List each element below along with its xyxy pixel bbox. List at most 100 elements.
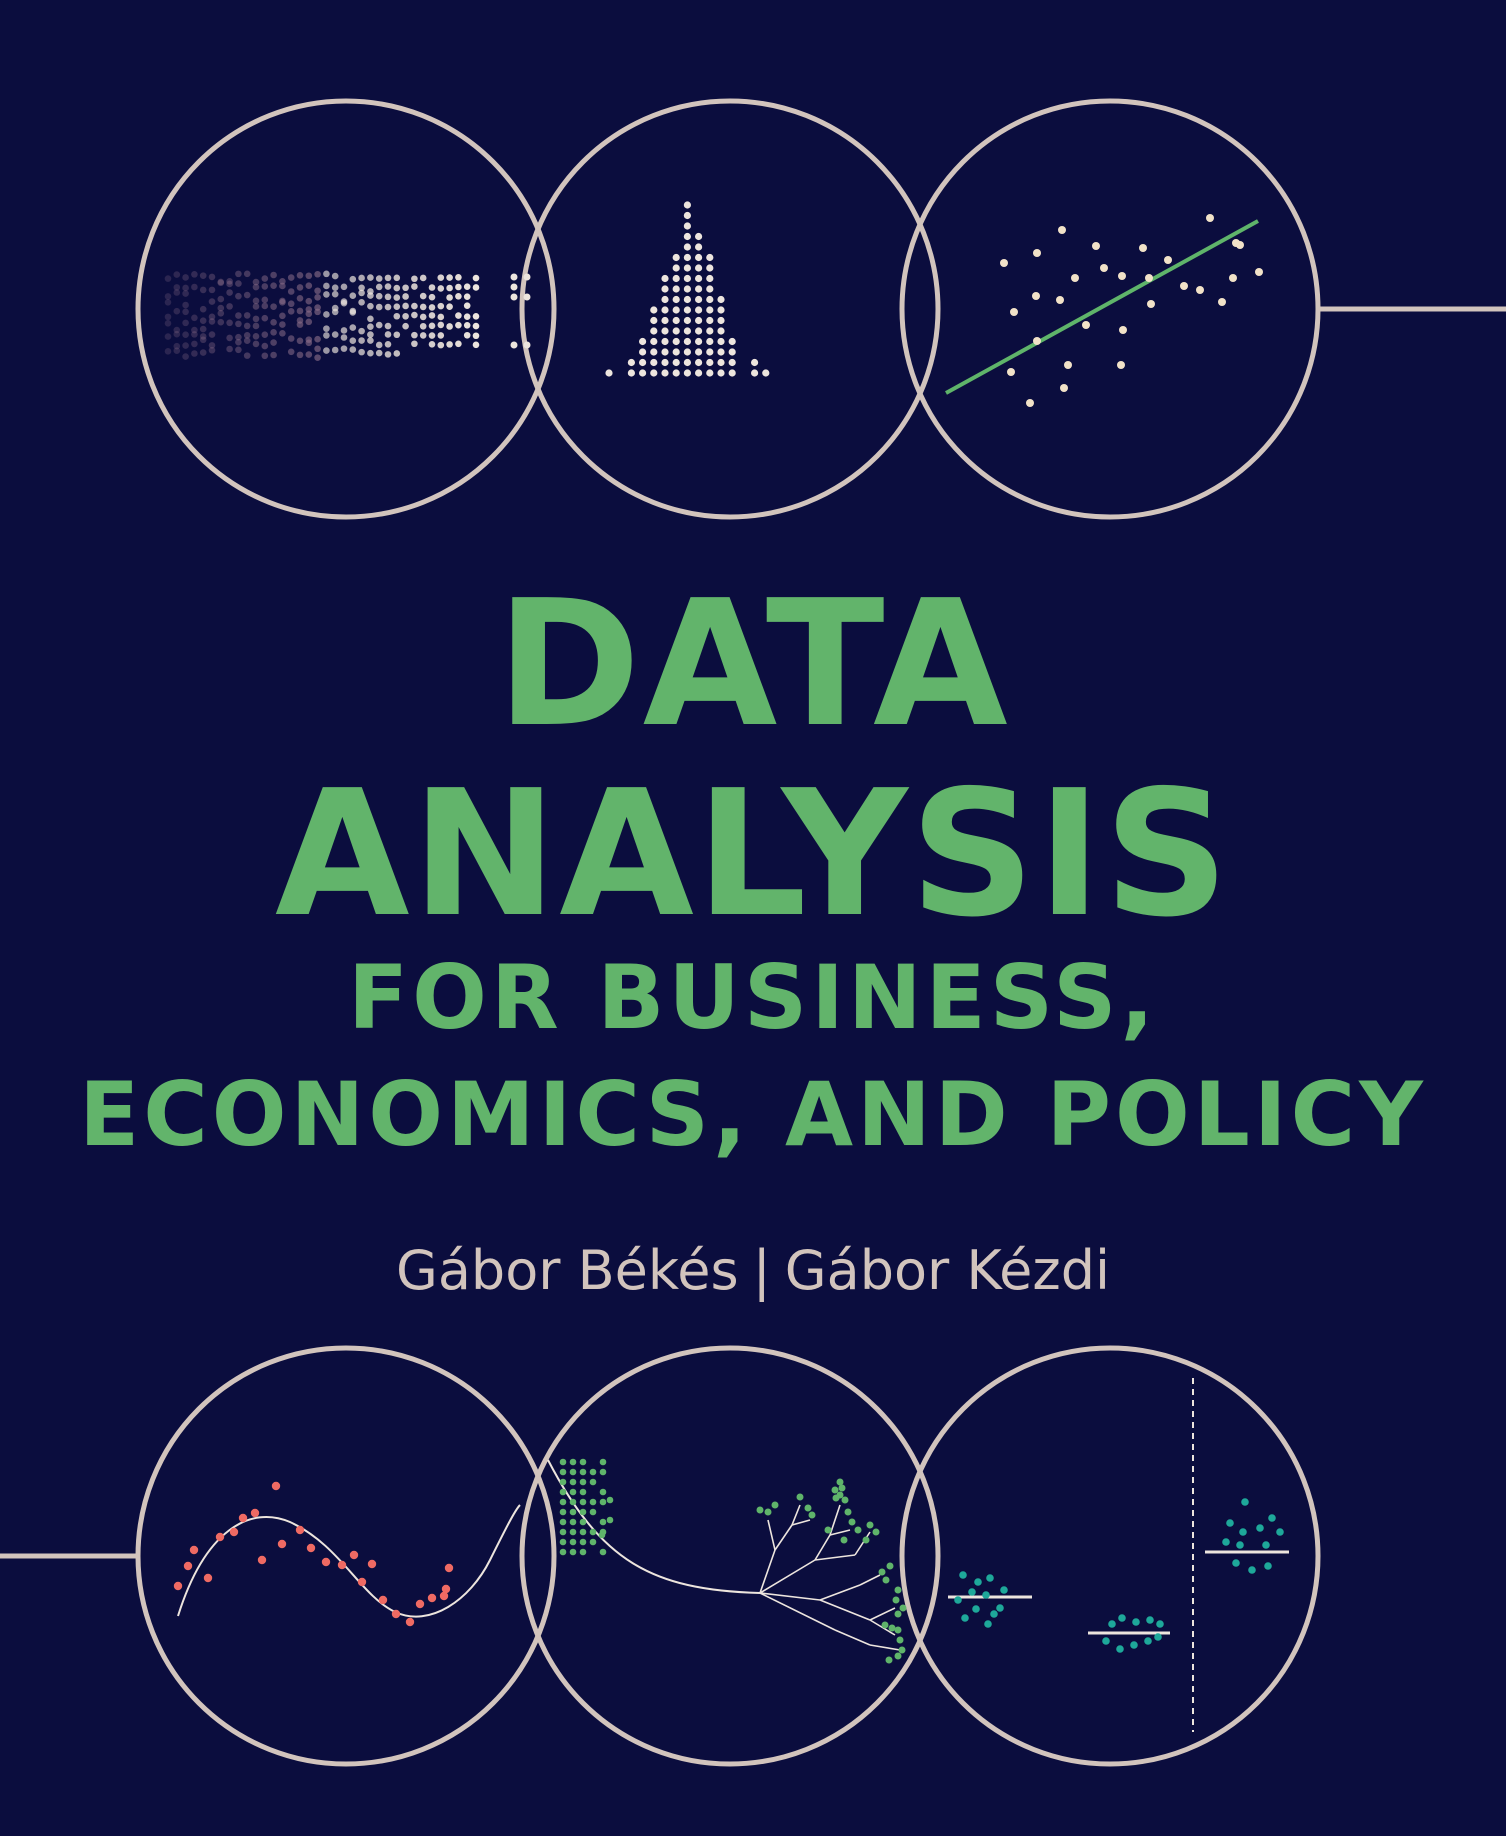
tree-branch bbox=[819, 1584, 861, 1601]
cloud-dot bbox=[243, 331, 251, 339]
tree-dot bbox=[599, 1548, 607, 1556]
cloud-dot bbox=[323, 291, 330, 298]
cloud-dot bbox=[428, 304, 436, 311]
histogram-dot bbox=[672, 285, 680, 293]
scatter-dot bbox=[1196, 286, 1204, 294]
cloud-dot bbox=[235, 333, 242, 341]
title-line-1: DATA bbox=[496, 563, 1010, 766]
cloud-dot bbox=[173, 326, 181, 334]
cloud-dot bbox=[340, 334, 348, 341]
group-dot bbox=[996, 1604, 1004, 1612]
cloud-dot bbox=[191, 350, 198, 357]
cloud-dot bbox=[173, 307, 181, 315]
leaf-dot bbox=[886, 1562, 894, 1570]
cloud-dot bbox=[191, 340, 198, 348]
cloud-dot bbox=[375, 283, 383, 291]
leaf-dot bbox=[796, 1493, 804, 1501]
cloud-dot bbox=[226, 345, 233, 353]
scatter-dot bbox=[1010, 308, 1018, 316]
cloud-dot bbox=[199, 317, 207, 324]
cloud-dot bbox=[437, 285, 445, 292]
cloud-dot bbox=[384, 283, 392, 290]
cloud-dot bbox=[446, 284, 453, 292]
curve-dot bbox=[215, 1532, 225, 1542]
scatter-dot bbox=[1092, 242, 1100, 250]
histogram-dot bbox=[683, 232, 692, 241]
histogram-dot bbox=[717, 358, 725, 367]
cloud-dot bbox=[510, 341, 518, 349]
tree-dot bbox=[589, 1508, 597, 1516]
histogram-dot bbox=[683, 369, 692, 377]
group-dot bbox=[1154, 1633, 1162, 1641]
scatter-dot bbox=[1255, 268, 1263, 276]
histogram-dot bbox=[639, 358, 647, 367]
cloud-dot bbox=[393, 331, 401, 339]
scatter-regression-icon bbox=[945, 214, 1263, 407]
histogram-dot bbox=[661, 295, 669, 304]
curve-dot bbox=[349, 1550, 359, 1560]
cloud-dot bbox=[199, 349, 207, 356]
cloud-dot bbox=[472, 284, 480, 291]
leaf-dot bbox=[824, 1526, 832, 1534]
curve-dot bbox=[277, 1539, 287, 1549]
scatter-dot bbox=[1056, 296, 1064, 304]
leaf-dot bbox=[838, 1484, 846, 1492]
leaf-dot bbox=[764, 1508, 772, 1516]
leaf-dot bbox=[808, 1511, 816, 1519]
cloud-dot bbox=[437, 274, 445, 281]
cloud-dot bbox=[173, 271, 181, 278]
tree-branch bbox=[869, 1619, 896, 1636]
histogram-dot bbox=[650, 316, 658, 325]
histogram-dot bbox=[683, 222, 692, 230]
scatter-dot bbox=[1064, 361, 1072, 369]
cloud-dot bbox=[173, 284, 181, 291]
cloud-dot bbox=[523, 293, 531, 301]
cloud-dot bbox=[428, 332, 436, 339]
cloud-dot bbox=[217, 309, 225, 317]
histogram-dot bbox=[672, 264, 680, 272]
cloud-dot bbox=[323, 282, 330, 290]
leaf-dot bbox=[862, 1536, 870, 1544]
group-dot bbox=[986, 1574, 994, 1582]
cloud-dot bbox=[472, 322, 480, 330]
tree-branch bbox=[814, 1554, 856, 1561]
cloud-dot bbox=[279, 278, 286, 285]
cloud-dot bbox=[305, 339, 313, 347]
cloud-dot bbox=[384, 293, 392, 301]
histogram-dot bbox=[650, 327, 658, 335]
histogram-icon bbox=[605, 201, 770, 377]
group-dot bbox=[961, 1614, 969, 1622]
tree-branch bbox=[759, 1592, 821, 1601]
group-dot bbox=[1262, 1541, 1270, 1549]
histogram-dot bbox=[695, 306, 703, 314]
cloud-dot bbox=[252, 333, 260, 340]
curve-dot bbox=[295, 1525, 305, 1535]
cloud-dot bbox=[208, 342, 216, 349]
leaf-dot bbox=[836, 1478, 844, 1486]
histogram-dot bbox=[661, 348, 669, 356]
group-dot bbox=[1108, 1620, 1116, 1628]
cloud-dot bbox=[314, 345, 321, 353]
cloud-dot bbox=[287, 308, 295, 315]
curve-dot bbox=[441, 1584, 451, 1594]
tree-branch bbox=[854, 1531, 871, 1556]
cloud-dot bbox=[472, 313, 480, 320]
cloud-dot bbox=[375, 341, 383, 349]
leaf-dot bbox=[896, 1636, 904, 1644]
tree-branch bbox=[759, 1592, 836, 1631]
group-dot bbox=[954, 1596, 962, 1604]
cloud-dot bbox=[164, 333, 172, 340]
cloud-dot bbox=[182, 301, 189, 309]
histogram-dot bbox=[695, 369, 703, 377]
cloud-dot bbox=[446, 323, 453, 330]
cloud-dot bbox=[314, 270, 321, 278]
cloud-dot bbox=[287, 300, 295, 308]
cloud-dot bbox=[367, 274, 374, 281]
histogram-dot bbox=[639, 337, 647, 346]
cloud-dot bbox=[296, 284, 304, 291]
histogram-dot bbox=[728, 337, 736, 346]
cloud-dot bbox=[314, 354, 321, 361]
cloud-dot bbox=[243, 312, 251, 319]
curve-dot bbox=[250, 1508, 260, 1518]
cloud-dot bbox=[367, 292, 374, 299]
